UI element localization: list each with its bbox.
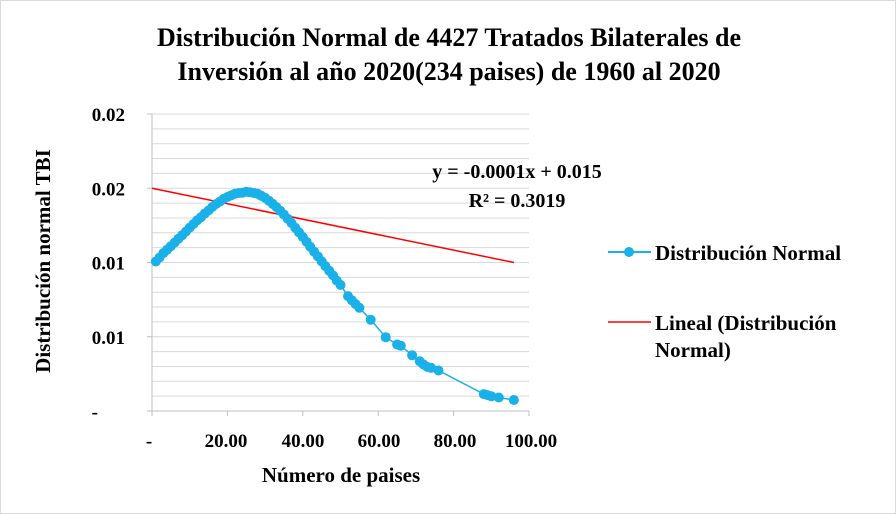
x-axis-title: Número de paises <box>262 463 420 487</box>
r-squared-label: R² = 0.3019 <box>469 190 566 212</box>
x-tick-label: - <box>146 431 152 452</box>
trend-equation: y = -0.0001x + 0.015 <box>432 161 601 183</box>
x-tick-label: 80.00 <box>434 431 477 452</box>
gridlines <box>152 113 529 412</box>
y-tick-label: 0.01 <box>92 328 125 349</box>
axes <box>147 113 530 416</box>
series-line-distribution <box>155 191 515 401</box>
data-point <box>426 362 436 373</box>
trendline-segment <box>151 187 515 264</box>
data-series <box>150 186 519 405</box>
data-point <box>433 365 444 376</box>
legend-label-trend: Lineal (Distribución Normal) <box>655 311 837 362</box>
data-point <box>486 391 497 402</box>
data-point <box>380 332 391 343</box>
data-point <box>493 392 504 403</box>
chart-title-line-2: Inversión al año 2020(234 paises) de 196… <box>177 57 720 86</box>
x-tick-label: 60.00 <box>358 431 401 452</box>
legend-label-distribution: Distribución Normal <box>655 241 841 265</box>
y-axis-title: Distribución normal TBI <box>31 149 55 373</box>
x-tick-labels: - 20.00 40.00 60.00 80.00 100.00 <box>146 431 557 452</box>
y-tick-labels: - 0.01 0.01 0.02 0.02 <box>92 105 125 423</box>
x-tick-label: 40.00 <box>282 431 325 452</box>
data-point <box>508 395 519 405</box>
legend-label-trend-line: Normal) <box>655 338 731 362</box>
legend-label-trend-line: Lineal (Distribución <box>655 311 837 335</box>
legend-marker-distribution <box>624 247 634 257</box>
data-point <box>365 314 376 325</box>
data-point <box>335 279 346 290</box>
data-point <box>395 340 406 351</box>
x-tick-label: 100.00 <box>505 431 557 452</box>
y-tick-label: 0.01 <box>92 254 125 275</box>
y-tick-label: - <box>92 402 98 423</box>
trendline <box>151 187 515 264</box>
data-point <box>354 302 365 313</box>
y-tick-label: 0.02 <box>92 179 125 200</box>
x-tick-label: 20.00 <box>205 431 248 452</box>
data-point <box>407 350 418 361</box>
y-tick-label: 0.02 <box>92 105 125 126</box>
legend: Distribución Normal Lineal (Distribución… <box>608 241 841 362</box>
chart-title-line-1: Distribución Normal de 4427 Tratados Bil… <box>157 23 741 52</box>
